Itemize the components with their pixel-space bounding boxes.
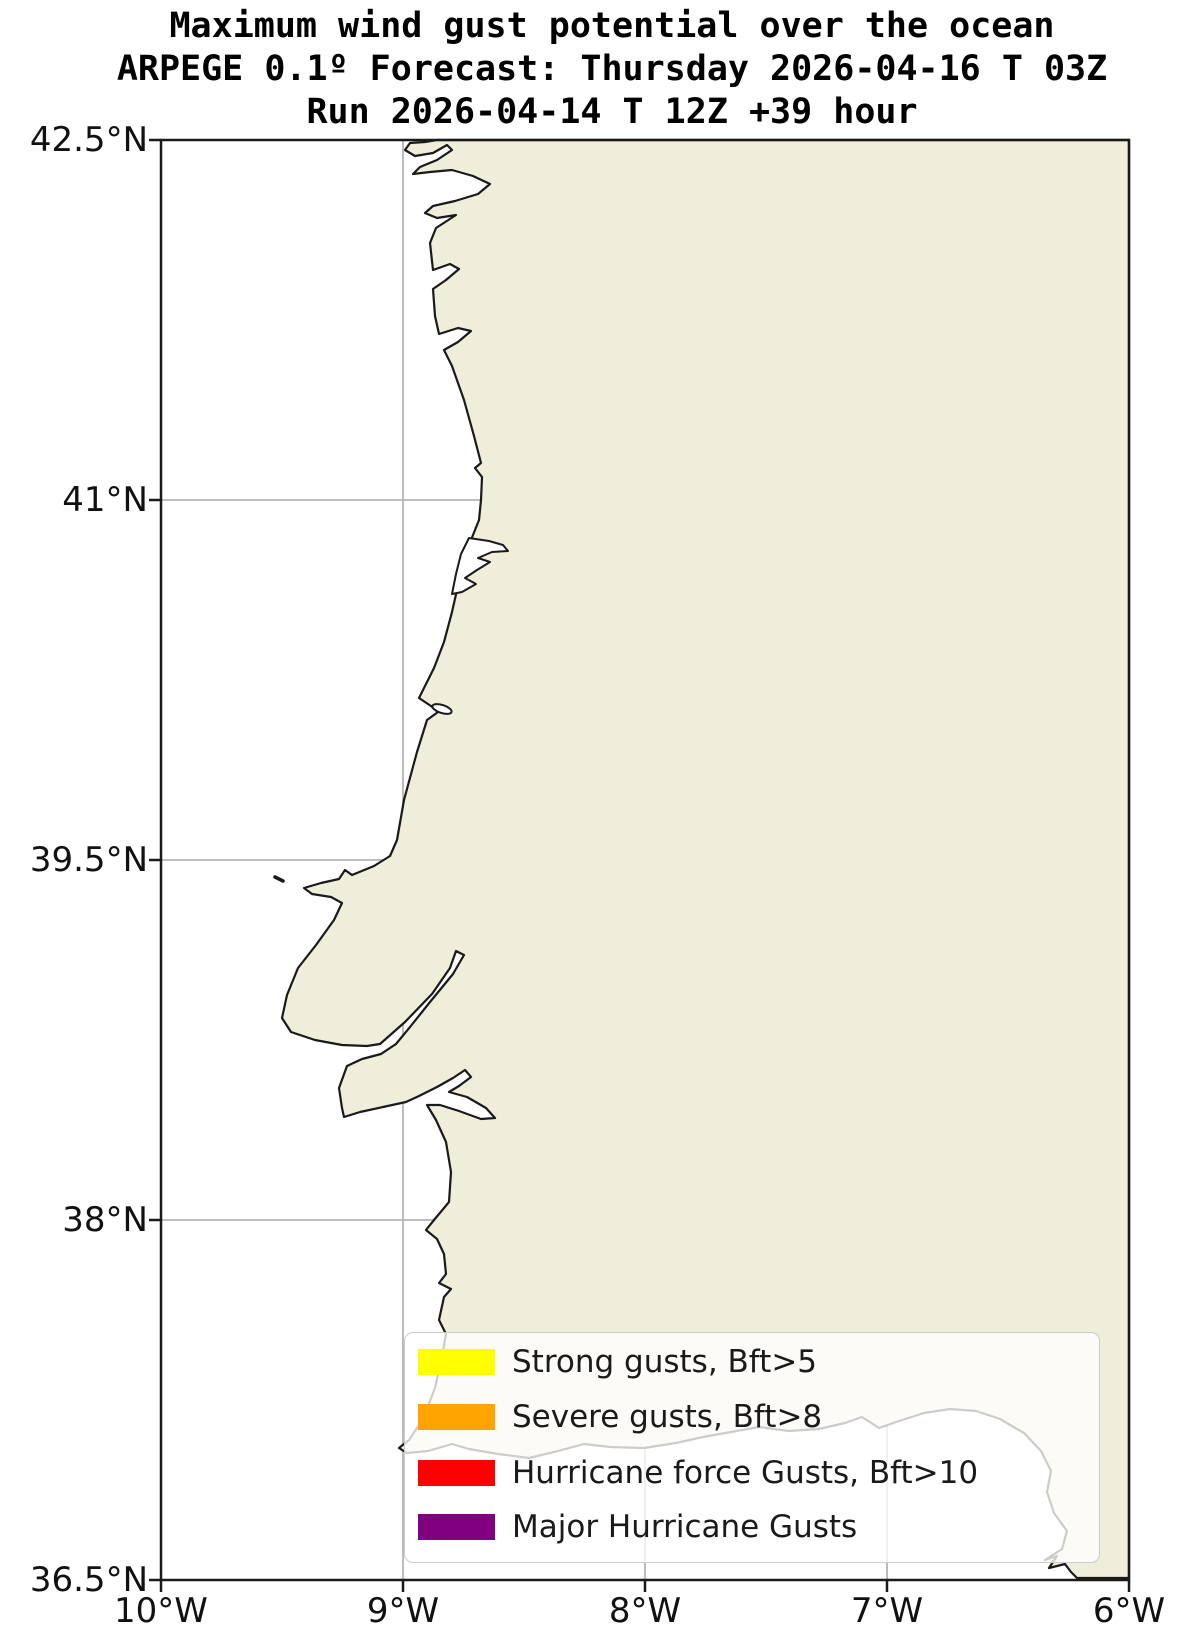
ytick-36-5n: 36.5°N xyxy=(29,1560,148,1600)
ytick-42-5n: 42.5°N xyxy=(29,120,148,160)
legend-swatch-hurricane-gusts xyxy=(418,1460,495,1486)
tick-marks xyxy=(149,138,1131,1592)
ytick-41n: 41°N xyxy=(62,480,148,520)
legend-label-severe-gusts: Severe gusts, Bft>8 xyxy=(512,1399,823,1435)
legend-item-major-hurricane-gusts: Major Hurricane Gusts xyxy=(405,1508,857,1546)
legend-item-strong-gusts: Strong gusts, Bft>5 xyxy=(405,1343,817,1381)
xtick-10w: 10°W xyxy=(114,1591,208,1631)
legend-item-hurricane-gusts: Hurricane force Gusts, Bft>10 xyxy=(405,1454,978,1492)
legend-box: Strong gusts, Bft>5 Severe gusts, Bft>8 … xyxy=(404,1332,1100,1563)
legend-swatch-major-hurricane-gusts xyxy=(418,1514,495,1540)
legend-swatch-severe-gusts xyxy=(418,1404,495,1430)
chart-subtitle-run: Run 2026-04-14 T 12Z +39 hour xyxy=(306,92,918,132)
xtick-7w: 7°W xyxy=(850,1591,924,1631)
legend-label-major-hurricane-gusts: Major Hurricane Gusts xyxy=(512,1509,858,1545)
berlengas-islet xyxy=(273,875,285,883)
ytick-38n: 38°N xyxy=(62,1200,148,1240)
legend-label-hurricane-gusts: Hurricane force Gusts, Bft>10 xyxy=(512,1455,979,1491)
chart-title-block: Maximum wind gust potential over the oce… xyxy=(34,5,1186,134)
aveiro-lagoon xyxy=(451,537,509,595)
ytick-39-5n: 39.5°N xyxy=(29,840,148,880)
mondego-lagoon xyxy=(431,703,453,715)
legend-swatch-strong-gusts xyxy=(418,1349,495,1375)
xtick-9w: 9°W xyxy=(366,1591,440,1631)
xtick-8w: 8°W xyxy=(608,1591,682,1631)
xtick-6w: 6°W xyxy=(1092,1591,1166,1631)
chart-title: Maximum wind gust potential over the oce… xyxy=(169,6,1055,46)
legend-item-severe-gusts: Severe gusts, Bft>8 xyxy=(405,1398,822,1436)
chart-subtitle-forecast: ARPEGE 0.1º Forecast: Thursday 2026-04-1… xyxy=(116,49,1108,89)
legend-label-strong-gusts: Strong gusts, Bft>5 xyxy=(512,1344,818,1380)
